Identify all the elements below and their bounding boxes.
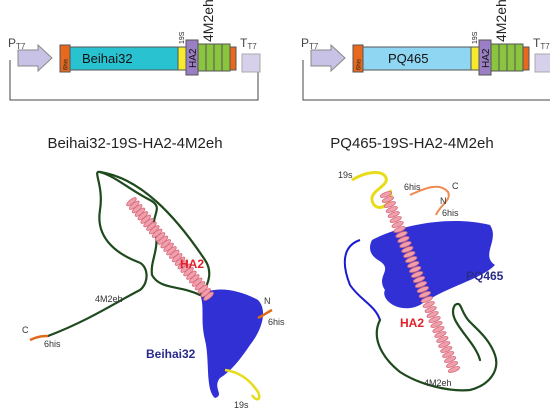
structure-label: 6his [404,182,421,192]
m2e-dividers [498,44,516,71]
structure-title: Beihai32-19S-HA2-4M2eh [47,135,222,152]
domain-coil [343,239,381,321]
helix-turn [379,191,393,198]
helix-turn [412,276,426,283]
m2e-dividers [205,44,223,71]
structure-left: HA2 4M2eh C 6his N 6his Beihai32 19s [22,170,285,410]
helix-turn [442,351,455,358]
helix-turn [411,271,424,278]
structure-label: HA2 [180,257,204,271]
linker-label: 19S [179,31,186,44]
structure-label: HA2 [400,316,424,330]
helix-turn [432,326,445,333]
structure-label: 19s [234,400,249,410]
helix-turn [444,356,457,363]
tag-coil [29,334,49,342]
plasmid-loop [9,60,259,101]
tag-box [522,46,530,71]
tag-coil [257,308,273,320]
linker-label: 19S [472,31,479,44]
helix-turn [401,246,414,253]
helix-turn [403,251,416,258]
helix-turn [440,346,453,353]
terminator: TT7 [533,36,550,51]
helix-turn [397,236,410,243]
helix-turn [399,241,412,248]
helix-turn [407,261,420,268]
helix-turn [447,366,461,373]
structure-label: N [440,196,447,206]
helix-turn [430,321,443,328]
terminator-box [241,53,261,73]
structure-label: Beihai32 [146,347,196,361]
helix-turn [387,211,400,218]
helix-turn [395,231,408,238]
helix-turn [381,196,394,203]
structure-right: 19s 6his C N 6his PQ465 HA2 4M2eh [338,170,504,392]
m2e-coil [46,170,202,338]
promoter: PT7 [301,36,319,51]
helix-turn [424,306,437,313]
helix-turn [389,216,402,223]
construct: PT7 6his PQ465 19S HA2 4M2eh TT7 [301,0,550,101]
helix-turn [434,331,447,338]
structure-title: PQ465-19S-HA2-4M2eh [330,135,493,152]
structure-label: 6his [268,317,285,327]
ha2-helix [379,191,461,373]
pq465-domain [370,220,495,309]
helix-turn [203,291,214,301]
structure-label: C [452,181,459,191]
structure-label: 4M2eh [424,378,452,388]
beihai32-domain [200,289,264,398]
helix-turn [438,341,451,348]
linker-box [177,46,187,71]
structure-label: PQ465 [466,269,504,283]
helix-turn [428,316,441,323]
helix-turn [393,226,406,233]
construct: PT7 6his Beihai32 19S HA2 4M2eh TT7 [8,0,261,101]
plasmid-loop [302,60,550,101]
tag-label: 6his [64,59,70,70]
structure-label: C [22,325,29,335]
promoter-arrow [17,43,53,73]
terminator-box [534,53,550,73]
helix-turn [436,336,449,343]
helix-turn [420,296,433,303]
structure-label: 4M2eh [95,294,123,304]
m2e-coil [375,302,498,392]
helix-turn [446,361,459,368]
helix-turn [422,301,435,308]
structure-label: 19s [338,170,353,180]
helix-turn [416,286,429,293]
structure-label: 6his [442,208,459,218]
terminator: TT7 [240,36,257,51]
structure-label: 6his [44,339,61,349]
helix-turn [383,201,396,208]
protein-label: PQ465 [388,51,428,66]
tag-box [229,46,237,71]
linker-coil [224,368,261,401]
ha2-helix [126,197,214,301]
tag-coil [409,185,450,216]
helix-turn [391,221,404,228]
structure-label: N [264,296,271,306]
promoter-arrow [310,43,346,73]
helix-turn [418,291,431,298]
helix-turn [426,311,439,318]
m2e-label: 4M2eh [200,0,216,42]
helix-turn [414,281,428,288]
ha2-label: HA2 [188,48,199,68]
linker-box [470,46,480,71]
protein-label: Beihai32 [82,51,133,66]
helix-turn [385,206,398,213]
helix-turn [409,266,422,273]
helix-turn [405,256,418,263]
m2e-label: 4M2eh [493,0,509,42]
ha2-label: HA2 [481,48,492,68]
tag-label: 6his [357,59,363,70]
promoter: PT7 [8,36,26,51]
